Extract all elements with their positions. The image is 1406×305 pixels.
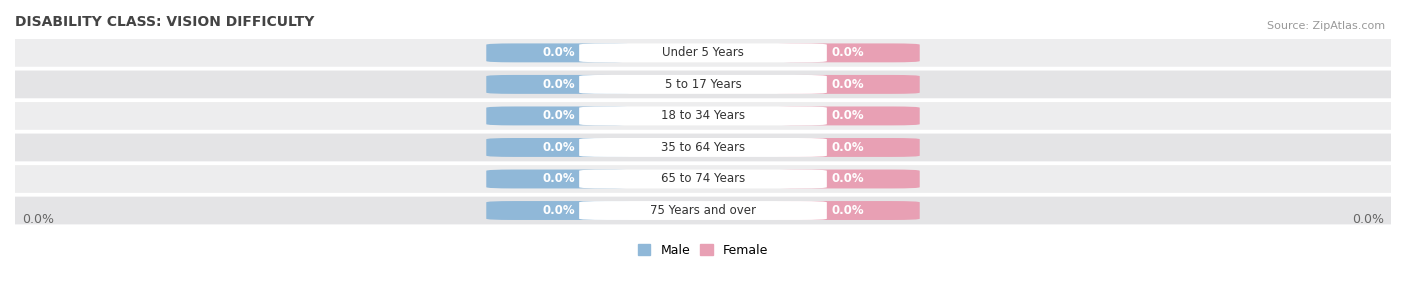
Text: 5 to 17 Years: 5 to 17 Years xyxy=(665,78,741,91)
FancyBboxPatch shape xyxy=(579,201,827,220)
Text: 0.0%: 0.0% xyxy=(543,46,575,59)
Text: 0.0%: 0.0% xyxy=(831,78,863,91)
FancyBboxPatch shape xyxy=(486,201,631,220)
FancyBboxPatch shape xyxy=(486,138,631,157)
Text: 35 to 64 Years: 35 to 64 Years xyxy=(661,141,745,154)
FancyBboxPatch shape xyxy=(775,201,920,220)
Text: 0.0%: 0.0% xyxy=(22,213,53,226)
FancyBboxPatch shape xyxy=(579,138,827,157)
FancyBboxPatch shape xyxy=(1,39,1405,67)
FancyBboxPatch shape xyxy=(775,75,920,94)
FancyBboxPatch shape xyxy=(1,165,1405,193)
Text: 0.0%: 0.0% xyxy=(1353,213,1384,226)
FancyBboxPatch shape xyxy=(1,102,1405,130)
Text: 75 Years and over: 75 Years and over xyxy=(650,204,756,217)
Text: Source: ZipAtlas.com: Source: ZipAtlas.com xyxy=(1267,21,1385,31)
FancyBboxPatch shape xyxy=(579,106,827,125)
Text: 0.0%: 0.0% xyxy=(831,141,863,154)
Text: 65 to 74 Years: 65 to 74 Years xyxy=(661,173,745,185)
Text: 0.0%: 0.0% xyxy=(543,173,575,185)
FancyBboxPatch shape xyxy=(579,170,827,188)
Text: 18 to 34 Years: 18 to 34 Years xyxy=(661,109,745,122)
FancyBboxPatch shape xyxy=(579,43,827,62)
FancyBboxPatch shape xyxy=(486,43,631,62)
FancyBboxPatch shape xyxy=(1,134,1405,161)
FancyBboxPatch shape xyxy=(775,170,920,188)
FancyBboxPatch shape xyxy=(775,138,920,157)
Text: 0.0%: 0.0% xyxy=(543,78,575,91)
FancyBboxPatch shape xyxy=(1,70,1405,98)
Text: 0.0%: 0.0% xyxy=(543,141,575,154)
Text: 0.0%: 0.0% xyxy=(543,204,575,217)
Text: Under 5 Years: Under 5 Years xyxy=(662,46,744,59)
Text: 0.0%: 0.0% xyxy=(831,46,863,59)
FancyBboxPatch shape xyxy=(486,170,631,188)
Text: DISABILITY CLASS: VISION DIFFICULTY: DISABILITY CLASS: VISION DIFFICULTY xyxy=(15,15,315,29)
Legend: Male, Female: Male, Female xyxy=(633,239,773,262)
FancyBboxPatch shape xyxy=(775,106,920,125)
Text: 0.0%: 0.0% xyxy=(831,204,863,217)
FancyBboxPatch shape xyxy=(775,43,920,62)
Text: 0.0%: 0.0% xyxy=(831,173,863,185)
FancyBboxPatch shape xyxy=(579,75,827,94)
Text: 0.0%: 0.0% xyxy=(543,109,575,122)
FancyBboxPatch shape xyxy=(486,75,631,94)
FancyBboxPatch shape xyxy=(486,106,631,125)
Text: 0.0%: 0.0% xyxy=(831,109,863,122)
FancyBboxPatch shape xyxy=(1,197,1405,224)
